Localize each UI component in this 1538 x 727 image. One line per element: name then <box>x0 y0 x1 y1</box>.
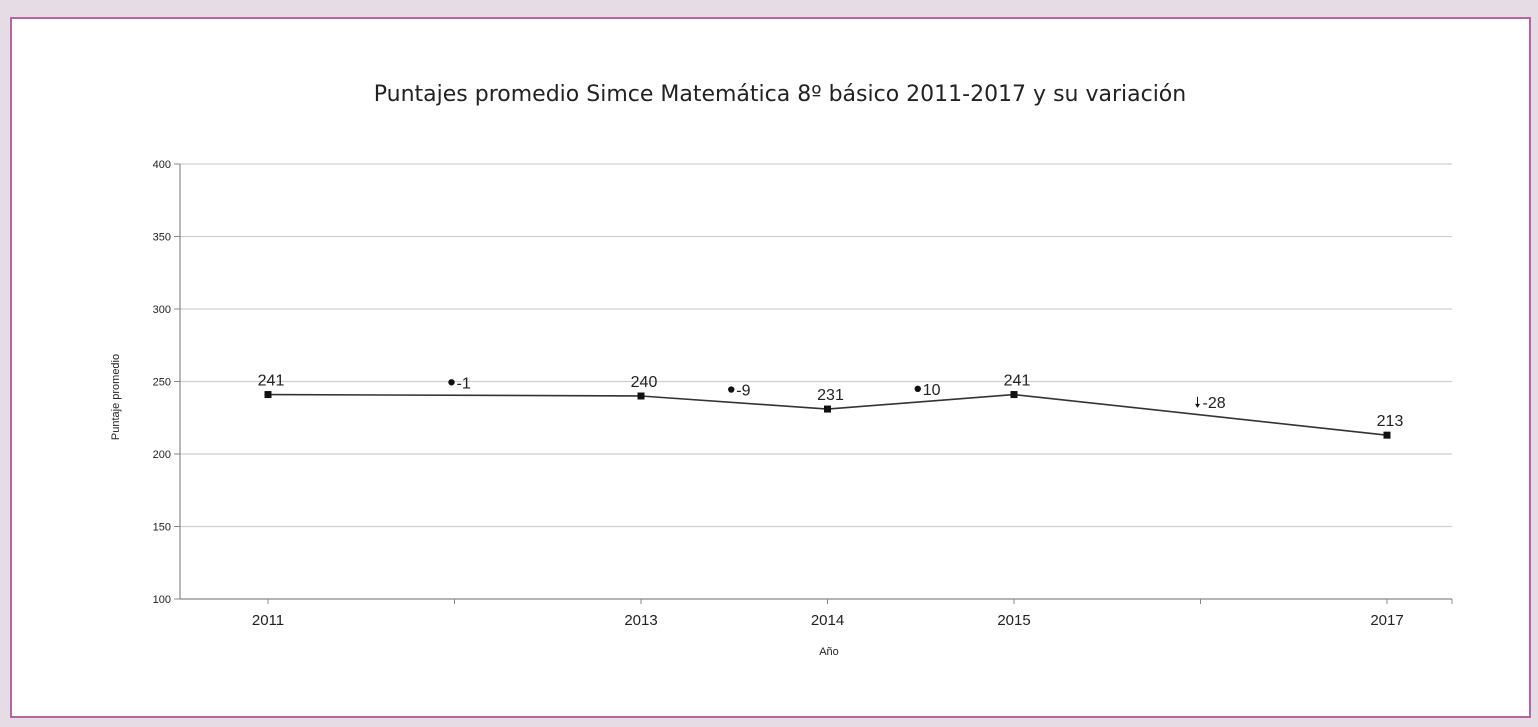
y-tick-label-350: 350 <box>153 232 171 244</box>
chart-frame: Puntajes promedio Simce Matemática 8º bá… <box>10 17 1531 718</box>
variation-dot-2014-2015 <box>914 385 921 392</box>
y-tick-label-200: 200 <box>153 449 171 461</box>
x-tick-label-2017: 2017 <box>1370 612 1403 629</box>
value-label-2017: 213 <box>1377 413 1404 430</box>
point-2011 <box>264 391 272 399</box>
x-tick-label-2014: 2014 <box>811 612 844 629</box>
point-2015 <box>1010 391 1018 399</box>
chart-svg: Puntajes promedio Simce Matemática 8º bá… <box>110 82 1453 658</box>
variation-label-2015-2017: -28 <box>1203 395 1226 412</box>
y-tick-label-250: 250 <box>153 377 171 389</box>
variation-arrowhead-2015-2017 <box>1195 403 1200 408</box>
y-tick-label-150: 150 <box>153 522 171 534</box>
point-2014 <box>824 405 831 413</box>
y-tick-label-100: 100 <box>153 594 171 606</box>
variation-dot-2013-2014 <box>728 386 735 393</box>
chart-title: Puntajes promedio Simce Matemática 8º bá… <box>374 82 1186 107</box>
x-axis-title: Año <box>819 646 839 658</box>
axis-layer: 100 150 200 250 300 350 400 2011 2013 2014 2015 201… <box>153 159 1453 629</box>
label-layer: 241 240 231 241 213 -1 -9 10 -28 <box>258 373 1404 431</box>
x-tick-label-2011: 2011 <box>252 612 284 629</box>
value-label-2013: 240 <box>631 374 658 391</box>
variation-label-2013-2014: -9 <box>736 383 750 400</box>
x-tick-label-2015: 2015 <box>997 612 1030 629</box>
y-tick-label-300: 300 <box>153 304 171 316</box>
grid-layer <box>180 163 1452 528</box>
variation-label-2011-2013: -1 <box>457 375 471 392</box>
value-label-2014: 231 <box>817 387 844 404</box>
value-label-2015: 241 <box>1004 373 1031 390</box>
point-2017 <box>1383 431 1391 439</box>
x-tick-label-2013: 2013 <box>624 612 657 629</box>
y-axis-title: Puntaje promedio <box>110 354 122 440</box>
variation-label-2014-2015: 10 <box>923 382 941 399</box>
variation-dot-2011-2013 <box>448 379 455 386</box>
series-layer <box>264 391 1391 439</box>
value-label-2011: 241 <box>258 373 285 390</box>
y-tick-label-400: 400 <box>153 159 171 171</box>
point-2013 <box>637 392 645 400</box>
